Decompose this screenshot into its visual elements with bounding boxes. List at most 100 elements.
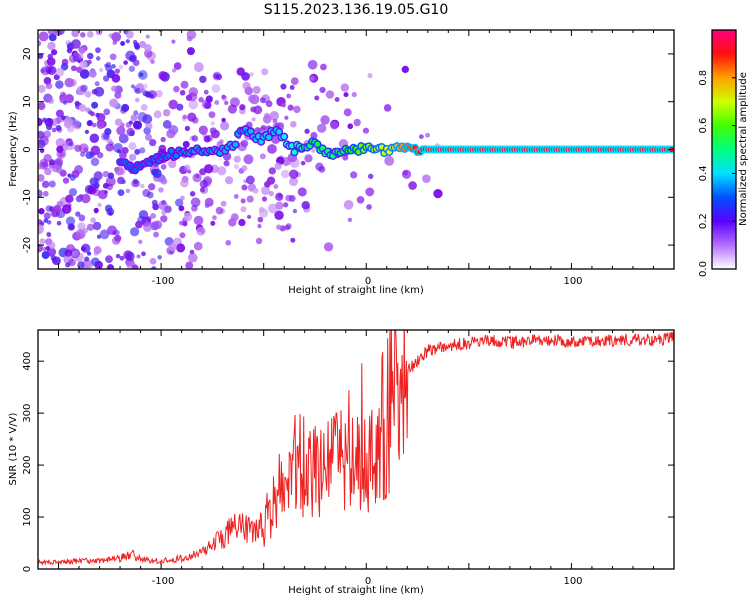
snr-ticks — [38, 330, 675, 570]
heatmap-cell — [203, 89, 209, 95]
heatmap-cell — [65, 194, 74, 203]
heatmap-cell — [111, 32, 122, 42]
heatmap-cell — [188, 92, 198, 102]
heatmap-cell — [41, 180, 50, 189]
heatmap-cell — [99, 67, 104, 73]
heatmap-cell — [229, 97, 240, 108]
heatmap-cell — [135, 220, 143, 229]
y-tick-label: 100 — [22, 507, 33, 526]
spectrogram-panel: -100 0 100 Height of straight line (km) … — [8, 29, 675, 296]
heatmap-cell — [106, 264, 115, 269]
snr-frame — [37, 329, 675, 570]
heatmap-cell — [38, 139, 46, 149]
heatmap-cell — [139, 147, 146, 154]
colorbar-gradient — [712, 30, 736, 269]
heatmap-cell — [128, 153, 137, 161]
heatmap-cell — [88, 70, 97, 78]
heatmap-cell — [272, 118, 278, 124]
heatmap-cell — [273, 184, 279, 189]
heatmap-cell — [135, 87, 141, 93]
heatmap-cell — [56, 30, 65, 35]
heatmap-cell — [211, 84, 221, 93]
heatmap-cell — [178, 205, 185, 212]
top-y-axis-label: Frequency (Hz) — [8, 111, 19, 187]
colorbar-tick-label: 0.6 — [698, 118, 709, 134]
heatmap-cell — [55, 124, 62, 132]
heatmap-cell — [283, 202, 289, 208]
heatmap-cell — [46, 220, 52, 225]
heatmap-cell — [46, 57, 56, 66]
colorbar-label: Normalized spectral amplitude — [738, 72, 749, 226]
y-tick-label: 20 — [22, 48, 33, 61]
heatmap-cell — [80, 84, 88, 93]
heatmap-cell — [185, 261, 194, 269]
colorbar: 0.0 0.2 0.4 0.6 0.8 Normalized spectral ampl… — [698, 29, 749, 277]
heatmap-cell — [90, 111, 96, 117]
heatmap-cell — [85, 151, 94, 160]
heatmap-cell — [66, 47, 73, 54]
heatmap-cell — [149, 93, 154, 99]
heatmap-cell — [203, 164, 214, 174]
heatmap-cell — [238, 218, 246, 227]
heatmap-cell — [301, 200, 310, 210]
heatmap-cell — [175, 198, 184, 207]
heatmap-cell — [51, 127, 57, 133]
heatmap-cell — [276, 129, 282, 135]
heatmap-cell — [61, 58, 69, 66]
heatmap-cell — [198, 125, 208, 135]
heatmap-cell — [164, 237, 174, 246]
heatmap-cell — [186, 47, 195, 56]
heatmap-cell — [110, 85, 118, 92]
heatmap-cell — [179, 89, 186, 96]
spectrogram-ticks — [38, 30, 675, 269]
heatmap-cell — [109, 53, 117, 61]
heatmap-cell — [38, 189, 43, 199]
heatmap-cell — [259, 153, 266, 160]
heatmap-cell — [38, 40, 42, 47]
heatmap-cell — [64, 249, 72, 257]
heatmap-cell — [81, 193, 91, 204]
heatmap-cell — [93, 246, 102, 255]
heatmap-cell — [68, 188, 78, 197]
heatmap-cell — [38, 53, 44, 59]
heatmap-cell — [121, 103, 130, 112]
y-tick-label: 0 — [22, 146, 33, 152]
heatmap-cell — [138, 209, 149, 220]
heatmap-cell — [173, 85, 180, 93]
heatmap-cell — [266, 134, 272, 140]
heatmap-cell — [353, 118, 361, 127]
heatmap-cell — [267, 203, 278, 214]
heatmap-cell — [274, 210, 284, 220]
heatmap-cell — [158, 200, 168, 211]
heatmap-cell — [130, 84, 136, 89]
heatmap-cell — [134, 148, 141, 155]
heatmap-cell — [152, 168, 162, 178]
heatmap-cell — [182, 114, 188, 120]
colorbar-tick-label: 0.0 — [698, 261, 709, 277]
heatmap-cell — [166, 129, 176, 139]
heatmap-cell — [106, 69, 116, 79]
heatmap-cell — [239, 104, 246, 111]
heatmap-cell — [191, 135, 199, 142]
heatmap-cell — [196, 226, 206, 236]
heatmap-cell — [111, 236, 121, 245]
heatmap-cell — [63, 100, 68, 105]
heatmap-cell — [95, 47, 101, 54]
heatmap-cell — [44, 117, 54, 127]
heatmap-cell — [281, 103, 286, 108]
heatmap-cell — [155, 89, 163, 98]
heatmap-cell — [261, 196, 268, 202]
heatmap-cell — [78, 194, 84, 199]
heatmap-cell — [180, 179, 189, 188]
heatmap-cell — [350, 171, 358, 179]
heatmap-cell — [356, 196, 365, 204]
heatmap-cell — [71, 119, 81, 129]
heatmap-cell — [190, 197, 201, 208]
heatmap-cell — [38, 219, 43, 226]
top-x-axis-label: Height of straight line (km) — [288, 285, 424, 296]
heatmap-cell — [213, 73, 220, 79]
heatmap-cell — [38, 84, 46, 93]
heatmap-cell — [183, 212, 193, 222]
heatmap-cell — [257, 216, 264, 223]
heatmap-cell — [141, 251, 146, 257]
